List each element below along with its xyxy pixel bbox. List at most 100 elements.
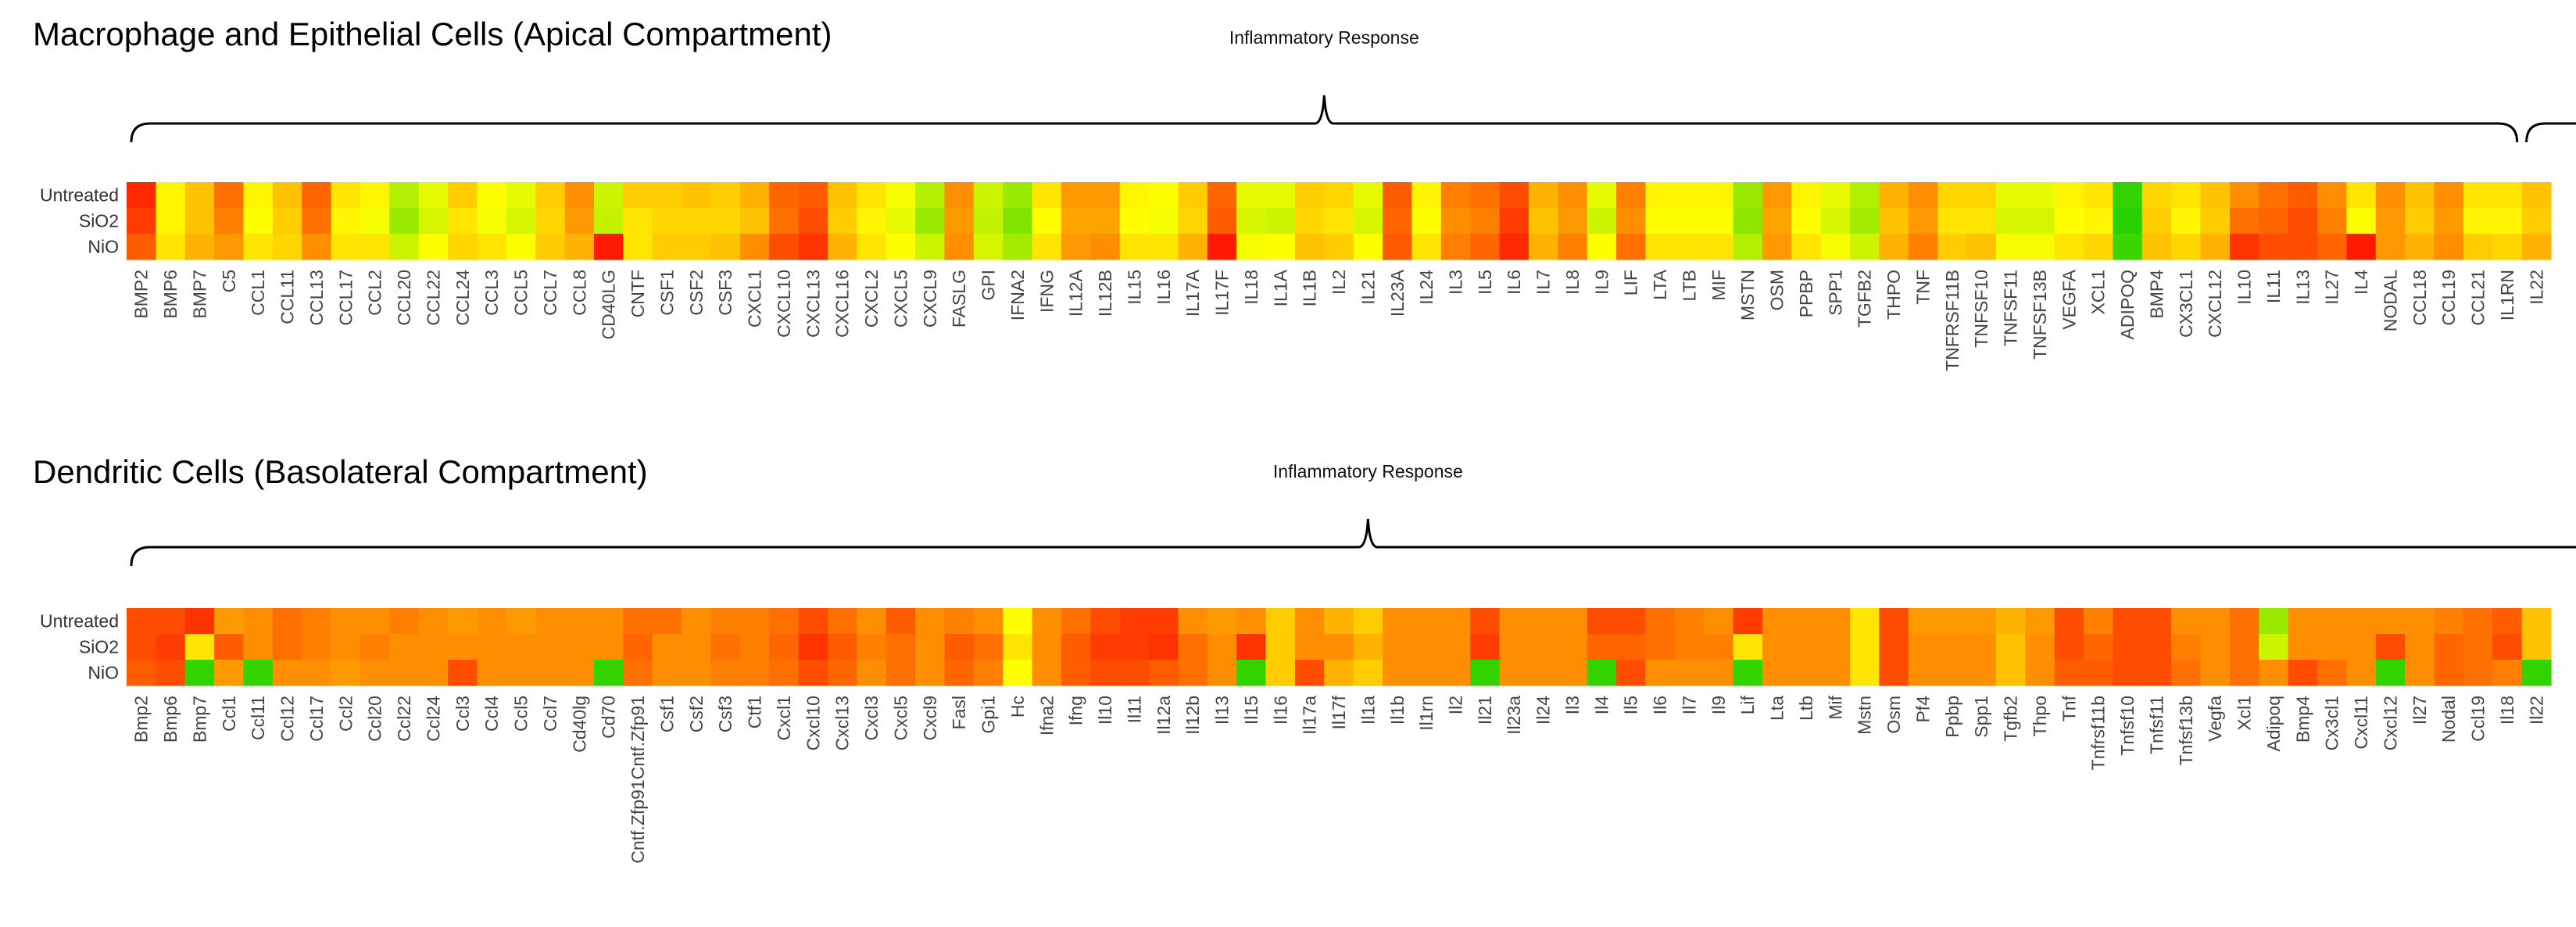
heatmap-cell	[1995, 234, 2026, 260]
heatmap-cell	[623, 208, 653, 234]
heatmap-cell	[1733, 208, 1763, 234]
column-label: Pf4	[1912, 696, 1933, 723]
heatmap-cell	[2084, 608, 2113, 635]
heatmap-cell	[652, 208, 682, 234]
group-bracket	[130, 95, 2519, 143]
column-label: CXCL9	[920, 270, 940, 327]
heatmap-cell	[1762, 634, 1792, 660]
heatmap-cell	[1440, 234, 1471, 260]
column-label: IL17A	[1182, 269, 1203, 317]
heatmap-cell	[682, 182, 712, 209]
heatmap-cell	[2113, 182, 2143, 209]
heatmap-cell	[184, 234, 215, 260]
heatmap-cell	[2141, 208, 2172, 234]
column-label: Il4	[1591, 696, 1612, 715]
heatmap-cell	[2259, 634, 2289, 660]
heatmap-cell	[2434, 608, 2464, 635]
column-label: Il12b	[1182, 696, 1203, 735]
heatmap-cell	[1061, 234, 1091, 260]
heatmap-cell	[1704, 234, 1734, 260]
column-label: Il11	[1124, 696, 1144, 723]
heatmap-cell	[243, 182, 274, 209]
column-label: Ifng	[1066, 696, 1086, 725]
heatmap-cell	[739, 182, 770, 209]
heatmap-cell	[506, 234, 536, 260]
heatmap-cell	[1294, 634, 1325, 660]
heatmap-cell	[1178, 208, 1208, 234]
heatmap-cell	[1879, 182, 1909, 209]
heatmap-cell	[1937, 608, 1968, 635]
heatmap-cell	[1995, 208, 2026, 234]
heatmap-cell	[1528, 182, 1558, 209]
heatmap-cell	[2229, 234, 2259, 260]
heatmap-cell	[535, 634, 566, 660]
heatmap-cell	[1528, 660, 1558, 686]
heatmap-cell	[1850, 660, 1880, 686]
heatmap-cell	[1207, 634, 1237, 660]
heatmap-cell	[1850, 234, 1880, 260]
heatmap-cell	[944, 234, 975, 260]
column-label: Mstn	[1855, 696, 1875, 735]
heatmap-cell	[2346, 660, 2377, 686]
heatmap-cell	[1119, 634, 1150, 660]
heatmap-cell	[127, 208, 156, 234]
heatmap-cell	[2346, 634, 2377, 660]
heatmap-cell	[2288, 634, 2318, 660]
heatmap-cell	[2113, 634, 2143, 660]
heatmap-cell	[418, 608, 449, 635]
bottom-panel-title: Dendritic Cells (Basolateral Compartment…	[33, 453, 648, 490]
heatmap-cell	[2521, 608, 2552, 635]
heatmap-cell	[1937, 634, 1968, 660]
heatmap-cell	[448, 660, 478, 686]
heatmap-cell	[944, 608, 975, 635]
heatmap-cell	[2375, 234, 2406, 260]
heatmap-cell	[2200, 182, 2231, 209]
column-label: CCL18	[2410, 270, 2430, 326]
heatmap-cell	[1791, 634, 1822, 660]
column-label: IL13	[2292, 270, 2313, 305]
heatmap-cell	[2521, 634, 2552, 660]
heatmap-cell	[1791, 660, 1822, 686]
heatmap-cell	[2492, 234, 2523, 260]
heatmap-cell	[857, 208, 887, 234]
heatmap-cell	[2288, 182, 2318, 209]
heatmap-cell	[1704, 660, 1734, 686]
heatmap-cell	[1908, 608, 1938, 635]
heatmap-cell	[769, 234, 800, 260]
heatmap-cell	[1937, 660, 1968, 686]
heatmap-panel-1: Untreated SiO2 NiO Bmp2 Bmp6 Bmp7 Ccl1 Ccl11 Ccl…	[40, 461, 2576, 864]
heatmap-cell	[1616, 634, 1647, 660]
heatmap-cell	[1324, 208, 1354, 234]
heatmap-cell	[1324, 608, 1354, 635]
heatmap-cell	[1879, 208, 1909, 234]
column-label: IFNA2	[1007, 270, 1028, 320]
column-label: BMP6	[160, 270, 181, 319]
column-label: Ccl11	[248, 696, 268, 740]
column-label: IL8	[1562, 270, 1583, 295]
heatmap-cell	[2405, 208, 2435, 234]
heatmap-cell	[944, 660, 975, 686]
heatmap-cell	[2025, 608, 2055, 635]
row-label: NiO	[88, 237, 119, 257]
column-label: Cxcl3	[861, 696, 882, 741]
heatmap-cell	[184, 608, 215, 635]
heatmap-cell	[506, 208, 536, 234]
heatmap-cell	[886, 182, 916, 209]
heatmap-cell	[360, 634, 390, 660]
column-label: CXCL2	[861, 270, 882, 327]
heatmap-cell	[1966, 608, 1997, 635]
column-label: IL3	[1445, 270, 1465, 295]
heatmap-cell	[243, 660, 274, 686]
column-label: Nodal	[2438, 696, 2459, 743]
column-label: Tnfrsf11b	[2088, 696, 2109, 770]
heatmap-cell	[652, 182, 682, 209]
heatmap-cell	[2141, 608, 2172, 635]
heatmap-cell	[1674, 182, 1705, 209]
heatmap-cell	[1119, 234, 1150, 260]
heatmap-cell	[1149, 608, 1179, 635]
heatmap-cell	[1061, 634, 1091, 660]
heatmap-cell	[593, 234, 624, 260]
heatmap-cell	[1879, 608, 1909, 635]
heatmap-cell	[1032, 660, 1062, 686]
heatmap-cell	[2229, 660, 2259, 686]
